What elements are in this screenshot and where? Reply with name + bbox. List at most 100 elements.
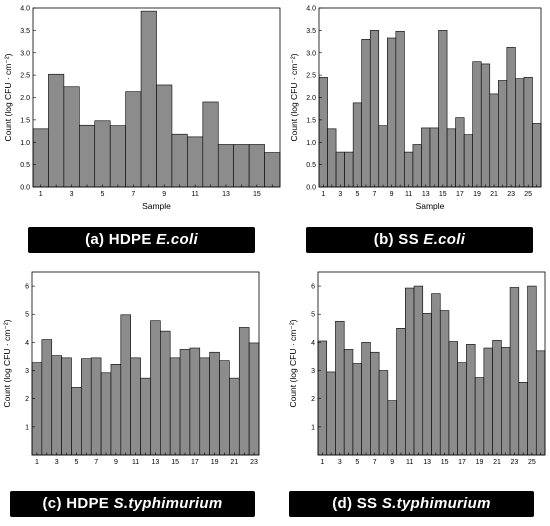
bar-d-18 <box>466 344 476 456</box>
bar-b-21 <box>489 93 499 188</box>
bar-b-1 <box>318 77 328 188</box>
caption-d-prefix: (d) SS <box>332 495 382 512</box>
xtick-label-c: 5 <box>74 459 78 466</box>
bar-b-3 <box>335 151 345 188</box>
bar-d-9 <box>387 400 397 456</box>
bar-d-12 <box>413 285 424 456</box>
xtick-label-c: 13 <box>151 459 159 466</box>
xtick-label-b: 7 <box>373 191 377 198</box>
ytick-label-b: 0.0 <box>306 185 316 192</box>
bar-d-1 <box>317 340 328 456</box>
bar-d-4 <box>343 349 354 456</box>
bar-b-2 <box>327 128 337 188</box>
bar-a-9 <box>156 84 173 188</box>
ytick-label-c: 1 <box>25 424 29 431</box>
xtick-label-b: 3 <box>338 191 342 198</box>
xtick-label-b: 11 <box>405 191 412 198</box>
bar-c-20 <box>219 360 230 456</box>
xtick-label-d: 9 <box>390 459 394 466</box>
xtick-label-c: 19 <box>211 459 219 466</box>
bar-a-8 <box>140 10 157 188</box>
caption-c-organism: S.typhimurium <box>113 495 223 512</box>
bar-b-17 <box>455 117 465 188</box>
xtick-label-d: 5 <box>355 459 359 466</box>
bar-b-10 <box>395 30 405 188</box>
bar-d-17 <box>457 362 467 456</box>
bar-a-15 <box>248 144 265 188</box>
caption-c: (c) HDPE S.typhimurium <box>10 491 255 517</box>
xtick-label-d: 11 <box>406 459 413 466</box>
yaxis-label-d: Count (log CFU · cm⁻²) <box>288 319 298 407</box>
xtick-label-d: 21 <box>493 459 501 466</box>
bar-b-24 <box>515 78 525 188</box>
ytick-label-d: 6 <box>311 284 315 291</box>
bar-b-7 <box>369 30 380 188</box>
caption-d-organism: S.typhimurium <box>381 495 491 512</box>
caption-a-prefix: (a) HDPE <box>85 231 157 248</box>
xtick-label-a: 5 <box>101 191 105 198</box>
bar-c-23 <box>248 342 260 456</box>
bar-d-14 <box>431 293 441 456</box>
ytick-label-d: 3 <box>311 368 315 375</box>
xtick-label-b: 17 <box>456 191 464 198</box>
bar-a-12 <box>202 101 219 188</box>
bar-c-6 <box>81 358 92 456</box>
ytick-label-c: 2 <box>25 396 29 403</box>
bar-a-11 <box>187 136 204 188</box>
bar-a-10 <box>171 133 188 188</box>
xtick-label-c: 11 <box>132 459 139 466</box>
xtick-label-c: 1 <box>35 459 39 466</box>
bar-c-13 <box>150 320 161 456</box>
ytick-label-b: 3.0 <box>306 50 316 57</box>
bar-b-26 <box>532 123 542 188</box>
xtick-label-d: 25 <box>528 459 536 466</box>
ytick-label-b: 1.5 <box>306 117 316 124</box>
bar-c-21 <box>229 377 240 456</box>
bar-b-23 <box>506 47 516 188</box>
xtick-label-c: 7 <box>94 459 98 466</box>
bar-a-6 <box>109 125 126 188</box>
bar-a-7 <box>125 91 142 188</box>
bar-d-22 <box>501 347 511 456</box>
xtick-label-a: 15 <box>253 191 261 198</box>
bar-d-20 <box>483 347 493 456</box>
ytick-label-a: 1.5 <box>20 117 30 124</box>
chart-panel-b: 0.0 0.5 1.0 1.5 2.0 2.5 3.0 3.5 4.0 1 3 5 7 9 11 13 15 17… <box>275 0 550 215</box>
bar-d-6 <box>361 342 371 456</box>
bar-b-18 <box>463 134 473 188</box>
xtick-label-b: 1 <box>321 191 325 198</box>
xtick-label-b: 19 <box>473 191 481 198</box>
bar-c-22 <box>238 327 250 456</box>
caption-a: (a) HDPE E.coli <box>28 227 255 253</box>
caption-a-organism: E.coli <box>156 231 198 248</box>
xtick-label-a: 1 <box>39 191 43 198</box>
ytick-label-b: 1.0 <box>306 140 316 147</box>
xtick-label-b: 15 <box>439 191 447 198</box>
ytick-label-b: 4.0 <box>306 6 316 13</box>
bar-b-4 <box>344 151 354 188</box>
bar-d-16 <box>448 341 458 456</box>
ytick-label-a: 2.5 <box>20 73 30 80</box>
xtick-label-b: 13 <box>422 191 430 198</box>
xtick-label-c: 9 <box>114 459 118 466</box>
ytick-label-a: 1.0 <box>20 140 30 147</box>
bar-a-14 <box>233 144 250 188</box>
ytick-label-d: 2 <box>311 396 315 403</box>
bar-d-15 <box>439 310 450 456</box>
bar-c-16 <box>179 349 191 456</box>
ytick-label-b: 3.5 <box>306 28 316 35</box>
bar-a-13 <box>217 144 234 188</box>
chart-panel-d: 1 2 3 4 5 6 1 3 5 7 9 11 13 15 17 19 21 23 25 Count (log CF… <box>275 262 550 477</box>
bar-a-2 <box>48 73 65 188</box>
caption-b-prefix: (b) SS <box>373 231 424 248</box>
xtick-label-b: 25 <box>524 191 532 198</box>
xtick-label-a: 3 <box>70 191 74 198</box>
bar-c-11 <box>130 357 141 456</box>
bar-b-25 <box>523 77 533 188</box>
yaxis-label-b: Count (log CFU · cm⁻²) <box>289 53 299 141</box>
ytick-label-c: 6 <box>25 284 29 291</box>
bar-c-7 <box>90 357 102 456</box>
xtick-label-b: 5 <box>355 191 359 198</box>
